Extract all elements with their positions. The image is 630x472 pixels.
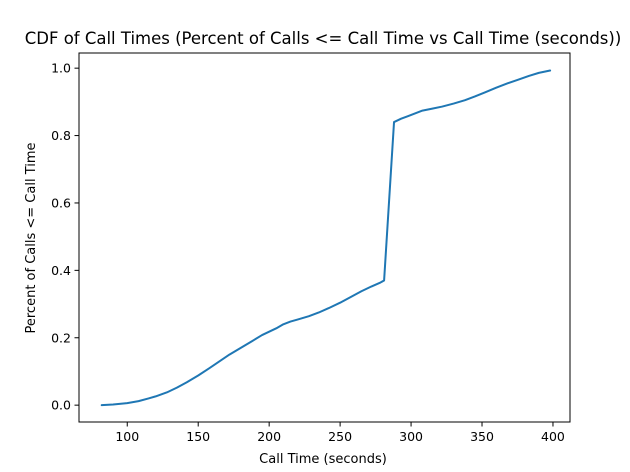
x-tick-label: 250 (328, 429, 352, 444)
y-tick-label: 0.0 (51, 398, 71, 413)
x-tick-label: 350 (470, 429, 494, 444)
x-tick-label: 300 (399, 429, 423, 444)
x-tick-label: 200 (257, 429, 281, 444)
x-axis: 100 150 200 250 300 350 400 (115, 422, 565, 444)
y-tick-label: 1.0 (51, 61, 71, 76)
y-axis-label: Percent of Calls <= Call Time (24, 142, 39, 333)
x-tick-label: 100 (115, 429, 139, 444)
y-axis: 0.0 0.2 0.4 0.6 0.8 1.0 (51, 61, 79, 413)
y-tick-label: 0.2 (51, 330, 71, 345)
x-tick-label: 400 (541, 429, 565, 444)
y-tick-label: 0.6 (51, 195, 71, 210)
chart-title: CDF of Call Times (Percent of Calls <= C… (25, 29, 622, 48)
x-tick-label: 150 (186, 429, 210, 444)
plot-frame (78, 52, 571, 423)
y-tick-label: 0.8 (51, 128, 71, 143)
x-axis-label: Call Time (seconds) (259, 452, 387, 467)
plot-area (78, 52, 571, 423)
y-tick-label: 0.4 (51, 263, 71, 278)
series-line-0 (100, 69, 552, 407)
